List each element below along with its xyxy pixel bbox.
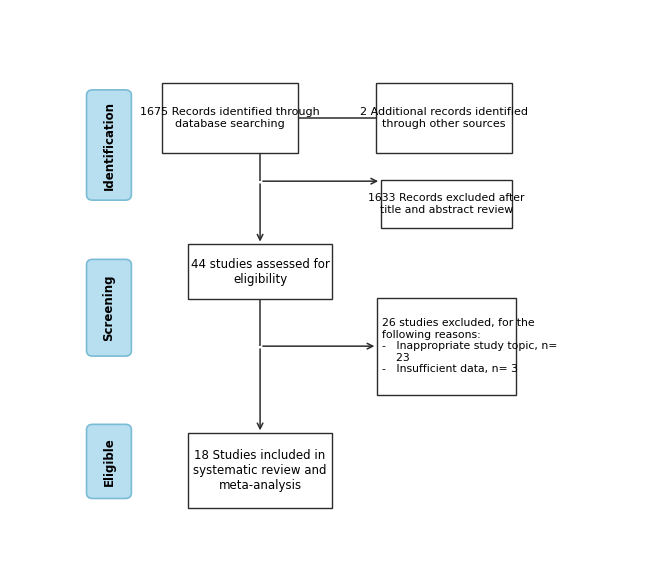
FancyBboxPatch shape — [381, 180, 512, 228]
FancyBboxPatch shape — [376, 83, 512, 153]
FancyBboxPatch shape — [377, 298, 515, 394]
Text: Eligible: Eligible — [103, 437, 116, 486]
Text: 26 studies excluded, for the
following reasons:
-   Inappropriate study topic, n: 26 studies excluded, for the following r… — [382, 318, 558, 375]
FancyBboxPatch shape — [188, 244, 332, 299]
FancyBboxPatch shape — [188, 433, 332, 508]
FancyBboxPatch shape — [162, 83, 298, 153]
Text: 1633 Records excluded after
title and abstract review: 1633 Records excluded after title and ab… — [368, 193, 525, 215]
Text: Identification: Identification — [103, 100, 116, 190]
FancyBboxPatch shape — [86, 90, 131, 200]
FancyBboxPatch shape — [86, 424, 131, 498]
FancyBboxPatch shape — [86, 259, 131, 356]
Text: 1675 Records identified through
database searching: 1675 Records identified through database… — [140, 107, 320, 129]
Text: Screening: Screening — [103, 275, 116, 341]
Text: 44 studies assessed for
eligibility: 44 studies assessed for eligibility — [190, 258, 330, 286]
Text: 18 Studies included in
systematic review and
meta-analysis: 18 Studies included in systematic review… — [193, 449, 327, 492]
Text: 2 Additional records identified
through other sources: 2 Additional records identified through … — [360, 107, 528, 129]
